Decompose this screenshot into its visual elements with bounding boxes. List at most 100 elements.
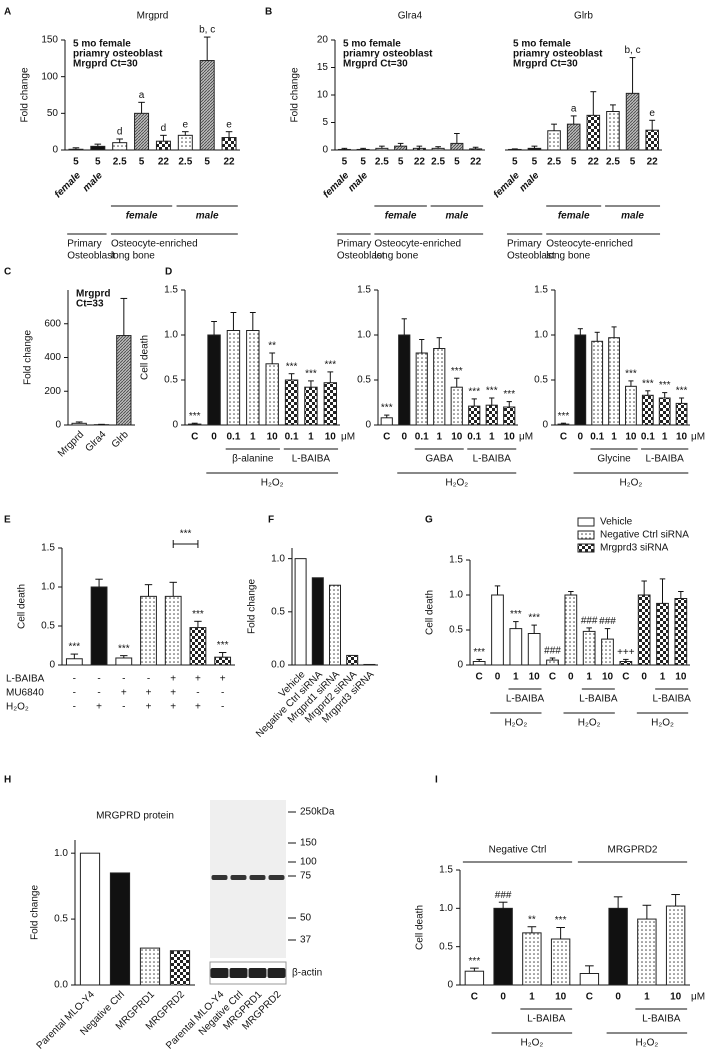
condition-value: + [195,674,201,685]
x-tick-label: 2.5 [113,157,127,168]
note: priamry osteoblast [73,49,163,60]
significance: *** [468,387,480,398]
sub-label: female [53,170,83,200]
bar [557,423,570,426]
bar [509,628,523,666]
actin-band [229,968,248,978]
group-label: Osteocyte-enriched [546,239,633,250]
x-tick-label: 0.1 [226,432,240,443]
x-tick-label: 0 [641,672,647,683]
bar [221,137,237,151]
bar [328,584,342,666]
bar [550,938,571,986]
bar [214,656,232,666]
marker-label: 100 [300,857,317,868]
x-tick-label: C [471,992,478,1003]
x-tick-label: C [549,672,556,683]
y-tick-label: 0 [542,420,548,431]
significance: *** [503,389,515,400]
significance: ### [495,890,512,901]
x-tick-label: 1 [250,432,256,443]
y-tick-label: 0 [49,660,55,671]
condition-value: - [122,702,125,713]
chart-title: MRGPRD protein [96,811,174,822]
y-axis-label: Fold change [20,67,31,122]
bar [356,148,370,151]
group-label: long bone [374,251,418,262]
significance: *** [286,361,298,372]
loading-control: β-actin [292,968,322,979]
group-label: L-BAIBA [473,454,512,465]
group-label: L-BAIBA [579,694,618,705]
note: 5 mo female [73,39,131,50]
bar [464,970,485,986]
x-tick-label: 1 [308,432,314,443]
bar [472,661,486,666]
x-tick-label: Glrb [110,429,131,450]
y-tick-label: 10 [317,90,329,101]
bar [527,147,542,151]
x-tick-label: 0 [211,432,217,443]
note: priamry osteoblast [513,49,603,60]
group-label: H₂O₂ [445,478,468,489]
bar [637,918,657,986]
x-tick-label: 1 [529,992,535,1003]
condition-value: - [196,688,199,699]
y-tick-label: 0.0 [54,980,68,991]
y-tick-label: 1.0 [439,903,453,914]
x-tick-label: 10 [555,992,567,1003]
panel-label: H [4,775,11,786]
bar [265,363,279,426]
condition-label: MU6840 [6,688,44,699]
y-axis-label: Cell death [415,905,426,950]
y-tick-label: 1.0 [164,330,178,341]
actin-band [210,968,229,978]
y-tick-label: 0.5 [54,914,68,925]
x-tick-label: 0 [615,992,621,1003]
bar [508,148,522,151]
group-label: GABA [425,454,453,465]
blot-band [211,875,228,880]
x-tick-label: 0.1 [467,432,481,443]
y-tick-label: 1.5 [357,285,371,296]
group-label: L-BAIBA [646,454,685,465]
y-tick-label: 0 [52,145,58,156]
actin-band [267,968,286,978]
condition-label: L-BAIBA [6,674,45,685]
x-tick-label: 1 [660,672,666,683]
significance: e [649,108,655,119]
bar [246,330,260,426]
x-tick-label: 5 [454,157,460,168]
bar [284,379,299,426]
y-tick-label: 0.5 [439,941,453,952]
y-tick-label: 200 [44,386,61,397]
condition-value: - [122,674,125,685]
bar [625,385,637,426]
x-tick-label: 0.1 [641,432,655,443]
significance: *** [118,643,130,654]
bar [491,594,504,666]
significance: *** [676,386,688,397]
note: Mrgprd Ct=30 [73,59,138,70]
condition-value: + [195,702,201,713]
x-tick-label: 0 [500,992,506,1003]
marker-label: 75 [300,871,312,882]
condition-value: - [97,688,100,699]
group-label: H₂O₂ [261,478,284,489]
legend-label: Mrgprd3 siRNA [600,543,669,554]
significance: *** [180,529,192,540]
bar [468,405,481,426]
x-tick-label: C [586,992,593,1003]
significance: *** [558,411,570,422]
y-tick-label: 150 [41,35,58,46]
x-tick-label: 22 [588,157,600,168]
significance: *** [555,915,567,926]
bar [90,586,108,666]
bar [450,142,464,151]
x-tick-label: 2.5 [431,157,445,168]
bar [311,577,324,666]
group-label: L-BAIBA [527,1014,566,1025]
condition-value: - [73,688,76,699]
x-tick-label: 5 [204,157,210,168]
